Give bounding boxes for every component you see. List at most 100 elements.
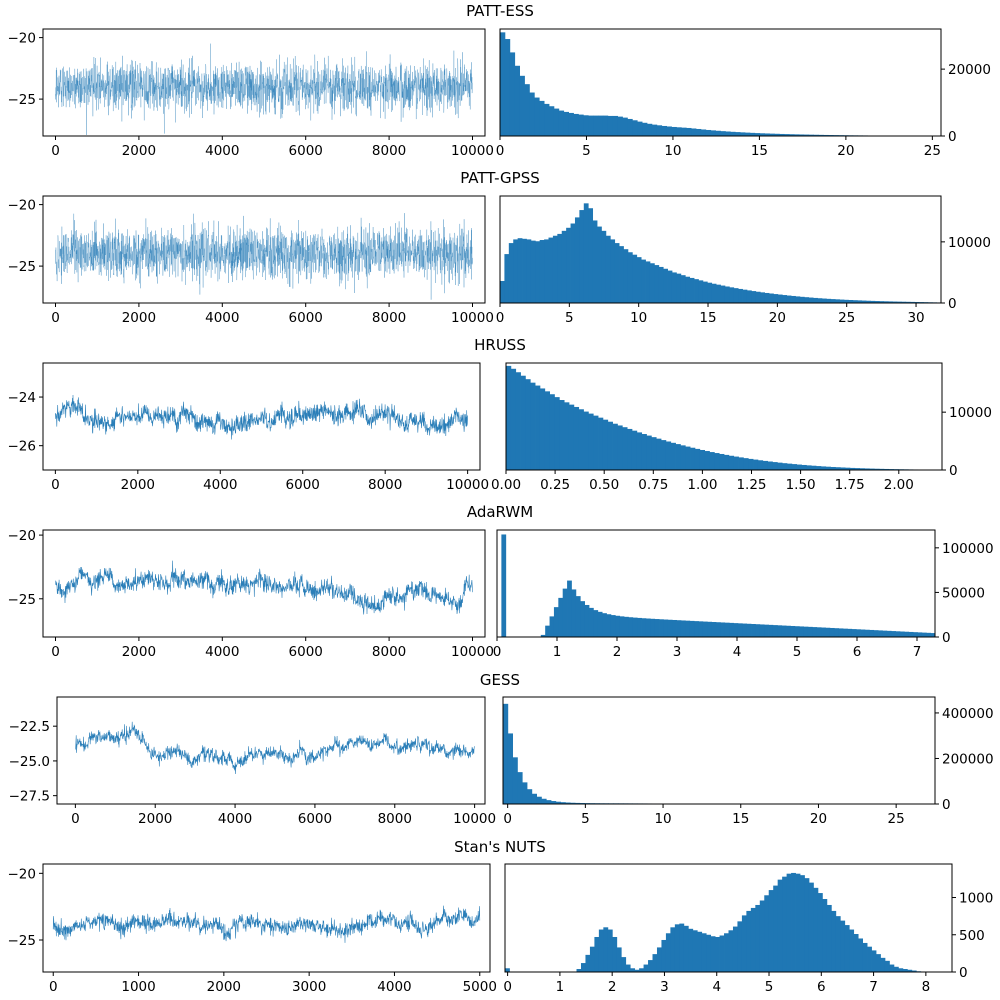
panel-5-trace-line [75, 721, 475, 775]
panel-6-trace-plot: 0 1000 2000 3000 4000 5000 −20 −25 [8, 863, 497, 995]
panel-3: HRUSS 0 2000 4000 6000 8000 10000 −24 −26 0.00 0.2… [8, 336, 992, 493]
panel-3-trace-line [55, 394, 468, 440]
panel-4-hist-bar [724, 622, 730, 637]
panel-2-hist-bar [733, 288, 739, 303]
panel-1-hist-xtick-label: 5 [582, 143, 591, 159]
panel-6-hist-bar [692, 930, 698, 972]
panel-4-hist-bar [882, 630, 888, 637]
panel-4-hist-bar [689, 620, 695, 637]
panel-3-hist-bar [772, 462, 778, 470]
panel-5-hist-xtick-label: 15 [732, 811, 749, 827]
panel-2-hist-bar [698, 280, 704, 303]
panel-2-hist-bar [522, 238, 527, 303]
panel-6-hist-xtick-label: 5 [765, 979, 774, 995]
panel-6-trace-frame [42, 863, 491, 973]
panel-3-hist-bar [627, 428, 633, 470]
panel-4-hist-xtick-label: 0 [493, 644, 502, 660]
panel-4-hist-xtick-label: 2 [613, 644, 622, 660]
panel-6-hist-bar [710, 936, 716, 972]
panel-4-hist-bar [790, 625, 796, 637]
panel-6-hist-bar [876, 954, 881, 972]
panel-4-hist-bar [580, 601, 585, 637]
panel-4-hist-bar [733, 623, 739, 637]
panel-3-hist-xtick-label: 0.75 [638, 477, 668, 493]
panel-2-hist-bar [552, 235, 558, 303]
panel-3-hist-bar [738, 457, 744, 470]
panel-2-hist-bar [791, 295, 796, 303]
panel-6-hist-bar [603, 927, 609, 972]
panel-4-hist-bar [702, 621, 708, 637]
panel-6-hist-ytick-label: 0 [959, 965, 968, 981]
panel-3-hist-bar [753, 459, 759, 470]
panel-1-trace-xtick-label: 10000 [451, 143, 494, 159]
panel-4-hist-bar [624, 616, 629, 637]
panel-3-hist-bar [786, 463, 793, 470]
panel-2-hist-bar [905, 301, 911, 303]
panel-6-hist-xtick-label: 0 [503, 979, 512, 995]
panel-4-hist-bar [891, 631, 896, 637]
panel-3-hist-bar [757, 460, 764, 470]
panel-1-hist-bar [745, 132, 751, 136]
panel-3-hist-bar [714, 453, 720, 470]
panel-4-hist-bar [807, 626, 813, 637]
panel-3-hist-bar [869, 468, 875, 470]
panel-6-hist-bar [576, 969, 582, 972]
panel-2-hist-bar [804, 297, 810, 303]
panel-4-hist-bar [847, 628, 853, 637]
panel-1-hist-bar [730, 131, 736, 136]
panel-1-hist-bar [661, 125, 667, 136]
panel-1-hist-bar [514, 65, 520, 136]
panel-3-hist-bar [530, 382, 536, 470]
panel-2-hist-bar [852, 300, 858, 303]
panel-3-trace-xtick-label: 8000 [368, 477, 402, 493]
panel-6-hist-bar [661, 939, 667, 972]
panel-1-hist-bar [578, 114, 584, 136]
panel-3-hist-bar [767, 461, 773, 470]
panel-2-hist-bar [597, 226, 602, 303]
panel-6-hist-bar [621, 957, 627, 972]
panel-6-hist-bar [505, 968, 510, 972]
panel-6-hist-bar [884, 960, 890, 972]
panel-2-hist-bar [627, 252, 633, 303]
panel-1-hist-bar [573, 113, 579, 136]
panel-5-hist-bar [546, 800, 552, 804]
panel-2-hist-bar [530, 240, 536, 303]
panel-4-hist-bar [571, 589, 577, 637]
panel-4-hist-bar [549, 616, 555, 637]
panel-2-hist-bar [689, 277, 695, 303]
panel-4-hist-bar [619, 616, 625, 637]
panel-3-trace-xtick-label: 2000 [121, 477, 155, 493]
panel-2-hist-bar [729, 287, 735, 303]
panel-1-hist-bar [681, 127, 687, 136]
panel-5-trace-frame [56, 696, 486, 805]
panel-3-hist-bar [883, 468, 890, 470]
panel-2-trace-xtick-label: 6000 [289, 310, 323, 326]
panel-6-hist-bar [706, 934, 712, 972]
panel-6-hist-bar [844, 925, 850, 972]
panel-4-hist-bar [729, 622, 734, 637]
panel-6-hist-bar [804, 878, 810, 972]
panel-1-hist-bar [553, 108, 560, 136]
panel-2-hist-bar [694, 279, 699, 303]
panel-2-hist-bar [654, 265, 660, 303]
panel-2-hist-bar [645, 261, 651, 303]
panel-5-hist-ytick-label: 200000 [942, 751, 994, 767]
panel-3-hist-bar [631, 430, 638, 470]
panel-4-trace-xtick-label: 2000 [122, 644, 156, 660]
panel-4-hist-xtick-label: 3 [673, 644, 682, 660]
panel-2-hist-bar [671, 272, 677, 303]
panel-6-hist-bar [817, 893, 823, 972]
panel-1-hist-bar [500, 32, 506, 137]
panel-1-hist-bar [700, 129, 707, 136]
panel-4-hist-bar [751, 624, 756, 637]
panel-1-hist-ytick-label: 20000 [948, 62, 991, 78]
panel-2-hist-bar [517, 238, 523, 303]
panel-2-hist-bar [711, 283, 717, 303]
panel-2-hist-bar [777, 294, 783, 303]
panel-4-hist-bar [904, 631, 910, 637]
panel-4-hist-xtick-label: 7 [913, 644, 922, 660]
panel-2-hist-bar [914, 301, 920, 303]
panel-2-hist-bar [619, 246, 624, 303]
panel-2-hist-bar [835, 299, 840, 303]
